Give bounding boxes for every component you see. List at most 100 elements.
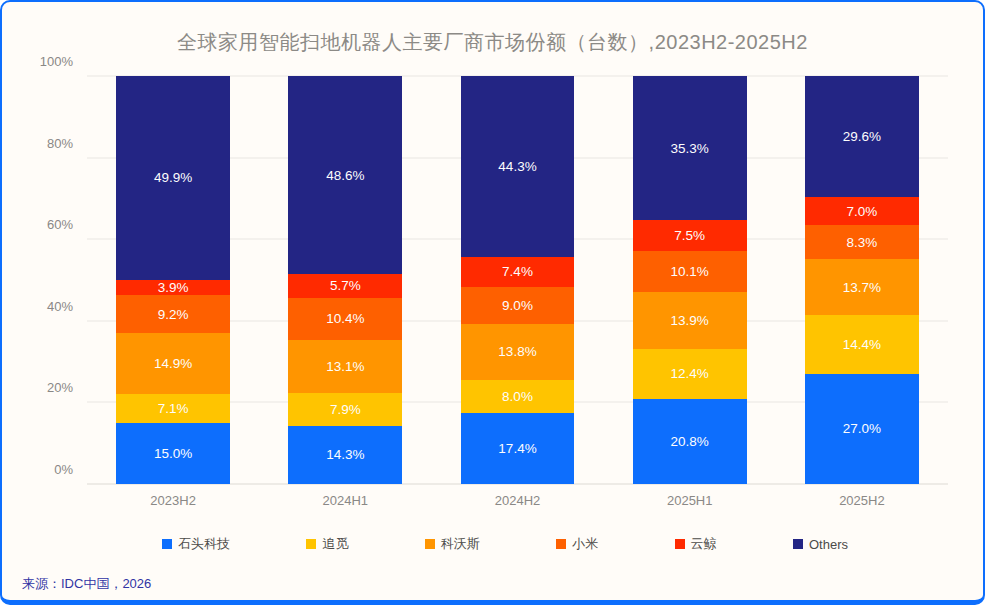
legend-swatch-icon bbox=[306, 539, 316, 549]
legend-item: 追觅 bbox=[306, 535, 348, 553]
y-axis-label: 40% bbox=[47, 298, 73, 313]
bar-segment: 10.1% bbox=[633, 251, 747, 292]
bar-segment: 48.6% bbox=[288, 76, 402, 274]
legend-swatch-icon bbox=[162, 539, 172, 549]
bar-segment: 20.8% bbox=[633, 399, 747, 484]
bar-segment: 5.7% bbox=[288, 274, 402, 297]
bar-segment: 7.5% bbox=[633, 220, 747, 251]
bar-segment: 13.8% bbox=[461, 324, 575, 380]
bar-segment: 49.9% bbox=[116, 76, 230, 280]
segment-label: 7.5% bbox=[674, 228, 705, 243]
bar-segment: 7.4% bbox=[461, 257, 575, 287]
bar-column-2023H2: 49.9% 3.9%9.2% 14.9% 7.1% 15.0% bbox=[116, 76, 230, 484]
bar-column-2025H2: 29.6% 7.0% 8.3% 13.7% 14.4% 27.0% bbox=[805, 76, 919, 484]
x-axis-label: 2024H1 bbox=[259, 493, 431, 508]
y-axis-label: 100% bbox=[40, 54, 73, 69]
x-axis-labels: 2023H22024H12024H22025H12025H2 bbox=[87, 493, 948, 508]
legend-swatch-icon bbox=[556, 539, 566, 549]
legend-label: 石头科技 bbox=[178, 535, 230, 553]
bar-segment: 14.3% bbox=[288, 426, 402, 484]
segment-label: 10.4% bbox=[326, 311, 364, 326]
segment-label: 17.4% bbox=[498, 441, 536, 456]
segment-label: 8.3% bbox=[847, 235, 878, 250]
segment-label: 7.9% bbox=[330, 402, 361, 417]
legend-item: 小米 bbox=[556, 535, 598, 553]
segment-label: 7.4% bbox=[502, 264, 533, 279]
segment-label: 7.1% bbox=[158, 401, 189, 416]
plot-area: 0%20%40%60%80%100% 49.9%3.9%9.2%14.9%7.1… bbox=[87, 76, 948, 484]
bar-segment: 15.0% bbox=[116, 423, 230, 484]
chart-card: 全球家用智能扫地机器人主要厂商市场份额（台数）,2023H2-2025H2 0%… bbox=[0, 0, 985, 605]
bar-slot: 48.6% 5.7% 10.4% 13.1% 7.9% 14.3% bbox=[259, 76, 431, 484]
legend-item: 石头科技 bbox=[162, 535, 230, 553]
bar-column-2024H1: 48.6% 5.7% 10.4% 13.1% 7.9% 14.3% bbox=[288, 76, 402, 484]
bar-segment: 14.9% bbox=[116, 333, 230, 394]
bar-segment: 13.9% bbox=[633, 292, 747, 349]
segment-label: 9.0% bbox=[502, 298, 533, 313]
segment-label: 13.8% bbox=[498, 344, 536, 359]
bar-segment: 9.0% bbox=[461, 287, 575, 324]
bar-segment: 17.4% bbox=[461, 413, 575, 484]
segment-label: 13.1% bbox=[326, 359, 364, 374]
bar-segment: 35.3% bbox=[633, 76, 747, 220]
segment-label: 35.3% bbox=[671, 141, 709, 156]
bar-segment: 29.6% bbox=[805, 76, 919, 197]
segment-label: 14.4% bbox=[843, 337, 881, 352]
segment-label: 44.3% bbox=[498, 159, 536, 174]
bar-segment: 3.9% bbox=[116, 280, 230, 296]
segment-label: 20.8% bbox=[671, 434, 709, 449]
legend-item: Others bbox=[793, 535, 848, 553]
legend-label: 追觅 bbox=[322, 535, 348, 553]
legend-swatch-icon bbox=[425, 539, 435, 549]
legend: 石头科技 追觅 科沃斯 小米 云鲸 Others bbox=[162, 535, 848, 553]
segment-label: 8.0% bbox=[502, 389, 533, 404]
segment-label: 49.9% bbox=[154, 170, 192, 185]
x-axis-label: 2025H1 bbox=[604, 493, 776, 508]
segment-label: 10.1% bbox=[671, 264, 709, 279]
segment-label: 15.0% bbox=[154, 446, 192, 461]
bar-segment: 7.0% bbox=[805, 197, 919, 226]
x-axis-label: 2024H2 bbox=[431, 493, 603, 508]
bar-segment: 7.9% bbox=[288, 393, 402, 425]
segment-label: 14.3% bbox=[326, 447, 364, 462]
segment-label: 3.9% bbox=[158, 280, 189, 295]
legend-label: 小米 bbox=[572, 535, 598, 553]
segment-label: 29.6% bbox=[843, 129, 881, 144]
legend-label: 科沃斯 bbox=[441, 535, 480, 553]
y-axis-label: 0% bbox=[54, 462, 73, 477]
bar-slot: 35.3% 7.5% 10.1% 13.9% 12.4% 20.8% bbox=[604, 76, 776, 484]
legend-swatch-icon bbox=[675, 539, 685, 549]
segment-label: 13.7% bbox=[843, 280, 881, 295]
segment-label: 12.4% bbox=[671, 366, 709, 381]
bar-segment: 14.4% bbox=[805, 315, 919, 374]
legend-item: 科沃斯 bbox=[425, 535, 480, 553]
bar-segment: 10.4% bbox=[288, 298, 402, 340]
bar-segment: 13.7% bbox=[805, 259, 919, 315]
segment-label: 13.9% bbox=[671, 313, 709, 328]
bar-slot: 29.6% 7.0% 8.3% 13.7% 14.4% 27.0% bbox=[776, 76, 948, 484]
bar-segment: 27.0% bbox=[805, 374, 919, 484]
segment-label: 48.6% bbox=[326, 168, 364, 183]
bar-segment: 8.3% bbox=[805, 225, 919, 259]
y-axis-label: 60% bbox=[47, 217, 73, 232]
bar-segment: 8.0% bbox=[461, 380, 575, 413]
legend-swatch-icon bbox=[793, 539, 803, 549]
segment-label: 5.7% bbox=[330, 278, 361, 293]
chart-title: 全球家用智能扫地机器人主要厂商市场份额（台数）,2023H2-2025H2 bbox=[2, 29, 983, 56]
legend-label: 云鲸 bbox=[691, 535, 717, 553]
segment-label: 14.9% bbox=[154, 356, 192, 371]
bar-segment: 13.1% bbox=[288, 340, 402, 393]
y-axis-label: 80% bbox=[47, 135, 73, 150]
bar-segment: 44.3% bbox=[461, 76, 575, 257]
segment-label: 27.0% bbox=[843, 421, 881, 436]
bar-slot: 49.9% 3.9%9.2% 14.9% 7.1% 15.0% bbox=[87, 76, 259, 484]
legend-item: 云鲸 bbox=[675, 535, 717, 553]
y-axis-label: 20% bbox=[47, 380, 73, 395]
bar-segment: 12.4% bbox=[633, 349, 747, 400]
bar-segment: 7.1% bbox=[116, 394, 230, 423]
bar-segment: 9.2% bbox=[116, 295, 230, 333]
bars-layer: 49.9% 3.9%9.2% 14.9% 7.1% 15.0% 48.6% 5.7% 10.4… bbox=[87, 76, 948, 484]
bar-column-2024H2: 44.3% 7.4% 9.0% 13.8% 8.0% 17.4% bbox=[461, 76, 575, 484]
x-axis-label: 2023H2 bbox=[87, 493, 259, 508]
bar-slot: 44.3% 7.4% 9.0% 13.8% 8.0% 17.4% bbox=[431, 76, 603, 484]
